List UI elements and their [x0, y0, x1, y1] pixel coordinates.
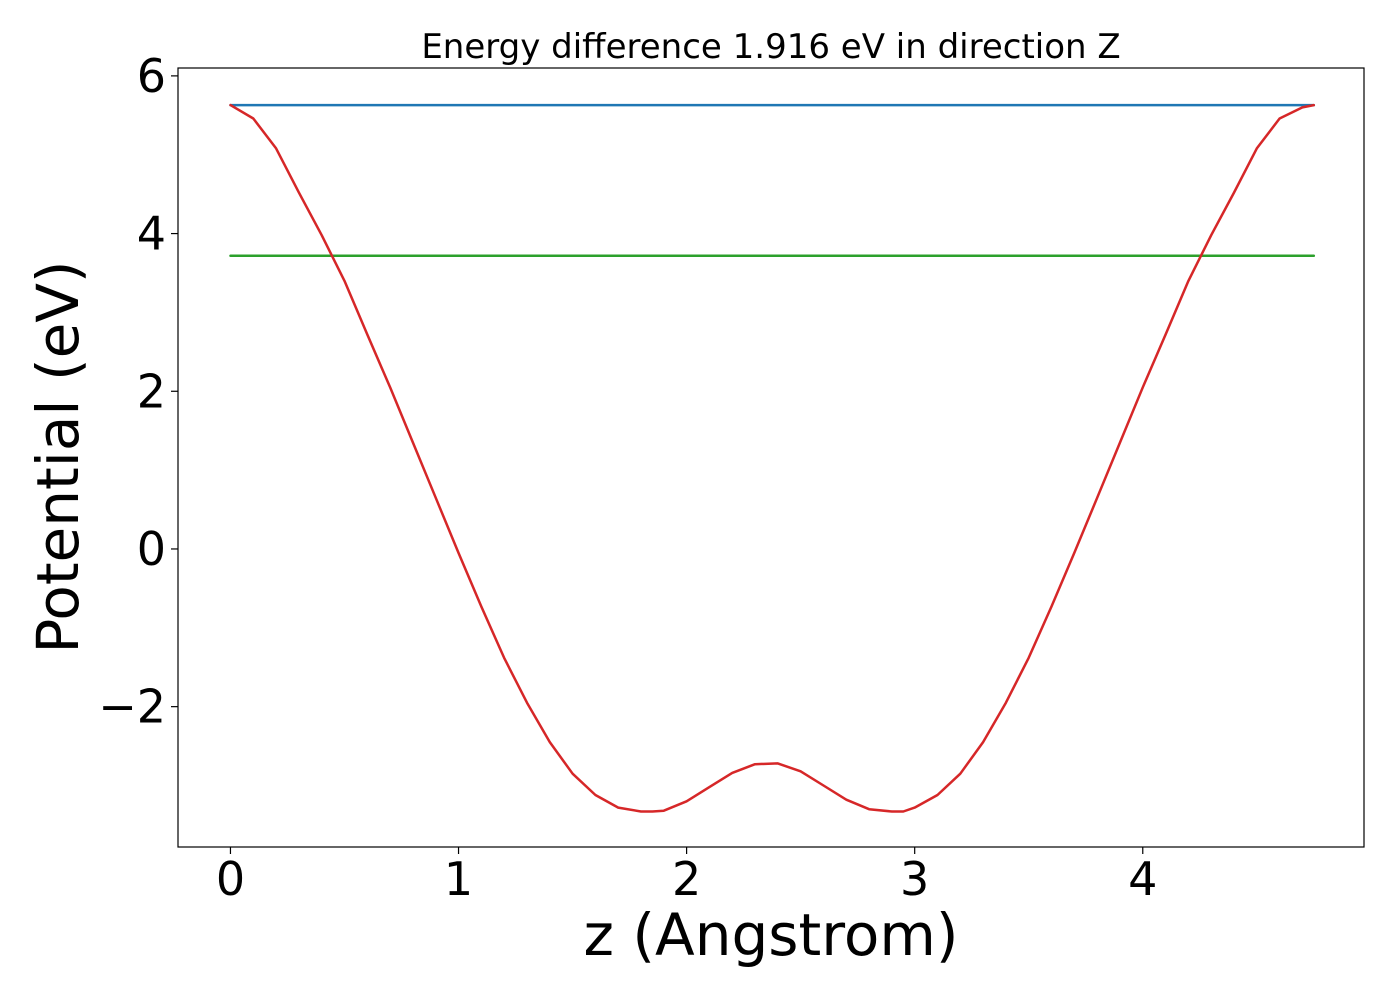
x-tick-label: 3: [900, 852, 929, 906]
x-tick-label: 2: [672, 852, 701, 906]
y-axis-label: Potential (eV): [24, 260, 92, 653]
plot-frame: [177, 67, 1365, 848]
y-axis-ticks: −2 0 2 4 6: [98, 49, 178, 734]
y-tick-label: 0: [137, 522, 166, 576]
x-tick-label: 4: [1128, 852, 1157, 906]
chart-title: Energy difference 1.916 eV in direction …: [421, 27, 1120, 67]
series-line-3: [229, 103, 1316, 813]
x-axis-ticks: 0 1 2 3 4: [216, 847, 1157, 906]
x-tick-label: 0: [216, 852, 245, 906]
y-tick-label: 4: [137, 207, 166, 261]
y-tick-label: 6: [137, 49, 166, 103]
y-tick-label: −2: [98, 680, 166, 734]
x-axis-label: z (Angstrom): [584, 901, 959, 969]
series-layer: [229, 103, 1316, 813]
y-tick-label: 2: [137, 364, 166, 418]
x-tick-label: 1: [444, 852, 473, 906]
